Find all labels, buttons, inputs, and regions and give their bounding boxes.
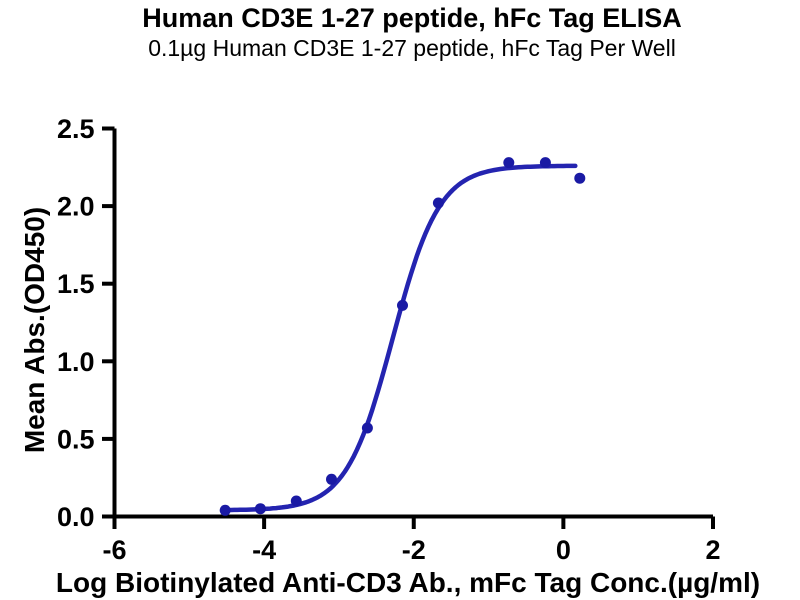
data-points: [219, 157, 586, 516]
data-point: [219, 504, 231, 516]
data-point: [326, 473, 337, 485]
y-tick-label: 2.0: [57, 192, 95, 222]
y-ticks: 0.0 0.5 1.0 1.5 2.0 2.5: [57, 114, 115, 532]
chart-title: Human CD3E 1-27 peptide, hFc Tag ELISA: [142, 3, 682, 33]
y-tick-label: 2.5: [57, 114, 95, 144]
chart-subtitle: 0.1µg Human CD3E 1-27 peptide, hFc Tag P…: [148, 35, 676, 61]
x-tick-label: -2: [402, 535, 426, 565]
y-tick-label: 0.0: [57, 502, 95, 532]
data-point: [397, 299, 408, 311]
x-tick-label: -4: [252, 535, 276, 565]
x-axis-label: Log Biotinylated Anti-CD3 Ab., mFc Tag C…: [56, 567, 760, 598]
data-point: [432, 197, 444, 209]
data-point: [254, 503, 266, 515]
data-point: [539, 157, 551, 169]
x-tick-label: -6: [102, 535, 126, 565]
y-tick-label: 1.0: [57, 347, 95, 377]
data-point: [574, 172, 586, 184]
y-tick-label: 0.5: [57, 424, 95, 454]
data-point: [290, 495, 302, 507]
x-tick-label: 0: [556, 535, 571, 565]
data-point: [361, 422, 373, 434]
y-axis-label: Mean Abs.(OD450): [19, 207, 50, 453]
y-tick-label: 1.5: [57, 269, 95, 299]
data-point: [503, 157, 515, 169]
x-tick-label: 2: [705, 535, 720, 565]
x-ticks: -6 -4 -2 0 2: [102, 516, 721, 565]
fit-curve: [222, 163, 578, 513]
axis-line: [112, 128, 713, 519]
